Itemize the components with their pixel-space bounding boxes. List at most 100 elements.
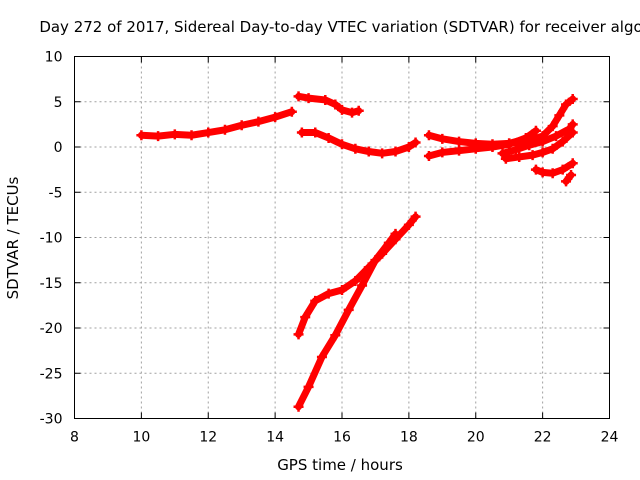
series-arc-12 xyxy=(561,170,577,187)
data-point xyxy=(557,136,568,147)
data-point xyxy=(561,176,572,187)
data-point xyxy=(353,105,364,116)
data-point xyxy=(390,146,401,157)
x-tick-label: 24 xyxy=(601,430,619,446)
y-tick-label: 10 xyxy=(45,50,63,66)
data-point xyxy=(347,107,358,118)
data-point xyxy=(497,148,508,159)
series-arc-10 xyxy=(500,127,578,164)
data-point xyxy=(186,130,197,141)
data-point xyxy=(454,136,465,147)
data-series xyxy=(136,91,578,412)
y-tick-label: -25 xyxy=(40,366,63,382)
data-point xyxy=(253,116,264,127)
series-arc-3 xyxy=(296,127,421,159)
chart-title: Day 272 of 2017, Sidereal Day-to-day VTE… xyxy=(39,18,640,36)
data-point xyxy=(310,127,321,138)
data-point xyxy=(377,148,388,159)
data-point xyxy=(316,351,327,362)
data-point xyxy=(557,164,568,175)
x-tick-label: 20 xyxy=(467,430,485,446)
data-point xyxy=(330,330,341,341)
data-point xyxy=(437,133,448,144)
y-tick-label: 5 xyxy=(54,95,63,111)
x-tick-label: 10 xyxy=(132,430,150,446)
data-point xyxy=(153,131,164,142)
data-point xyxy=(293,329,304,340)
x-tick-label: 12 xyxy=(199,430,217,446)
series-line xyxy=(298,129,420,157)
data-point xyxy=(293,401,304,412)
data-point xyxy=(423,151,434,162)
data-point xyxy=(567,127,578,138)
data-point xyxy=(337,139,347,150)
data-point xyxy=(383,237,394,248)
data-point xyxy=(303,93,314,104)
series-arc-11 xyxy=(530,158,578,179)
data-point xyxy=(300,312,311,323)
data-point xyxy=(527,150,538,161)
data-point xyxy=(487,141,498,152)
y-axis-title: SDTVAR / TECUs xyxy=(4,176,22,299)
data-point xyxy=(454,145,465,156)
x-tick-label: 16 xyxy=(333,430,351,446)
data-point xyxy=(561,99,572,110)
data-point xyxy=(296,127,307,138)
series-arc-5 xyxy=(293,228,401,412)
data-point xyxy=(363,146,374,157)
data-point xyxy=(510,144,521,155)
data-point xyxy=(236,120,247,131)
data-point xyxy=(293,91,304,102)
data-point xyxy=(547,168,558,179)
data-point xyxy=(403,219,414,230)
data-point xyxy=(320,94,331,105)
data-point xyxy=(169,129,180,140)
data-point xyxy=(567,158,578,169)
data-point xyxy=(530,164,541,175)
data-point xyxy=(286,106,297,117)
series-line xyxy=(137,108,296,140)
y-tick-label: -15 xyxy=(40,276,63,292)
data-point xyxy=(323,288,334,299)
data-point xyxy=(500,153,511,164)
y-tick-label: -20 xyxy=(40,321,63,337)
data-point xyxy=(370,255,381,266)
data-point xyxy=(270,112,281,123)
data-point xyxy=(537,167,548,178)
data-point xyxy=(390,228,401,239)
data-point xyxy=(470,140,481,151)
x-tick-label: 14 xyxy=(266,430,284,446)
data-point xyxy=(530,125,541,136)
series-arc-1 xyxy=(136,106,297,142)
data-point xyxy=(303,381,314,392)
y-tick-label: 0 xyxy=(54,140,63,156)
data-point xyxy=(551,131,561,142)
data-point xyxy=(350,275,361,286)
data-point xyxy=(504,138,515,149)
x-axis-title: GPS time / hours xyxy=(277,456,403,474)
y-tick-label: -10 xyxy=(40,231,63,247)
data-point xyxy=(136,130,147,141)
x-tick-label: 18 xyxy=(400,430,418,446)
data-point xyxy=(547,143,558,154)
data-point xyxy=(343,304,354,315)
data-point xyxy=(410,137,421,148)
data-point xyxy=(337,104,347,115)
y-tick-label: -30 xyxy=(40,412,63,428)
data-point xyxy=(547,121,558,132)
x-tick-label: 8 xyxy=(70,430,79,446)
data-point xyxy=(203,127,214,138)
y-tick-label: -5 xyxy=(49,185,63,201)
data-point xyxy=(423,130,434,141)
data-point xyxy=(323,132,334,143)
data-point xyxy=(330,99,341,110)
data-point xyxy=(310,295,321,306)
data-point xyxy=(566,170,577,181)
data-point xyxy=(537,136,548,147)
data-point xyxy=(219,124,230,135)
data-point xyxy=(350,143,361,154)
data-point xyxy=(514,151,525,162)
series-arc-4 xyxy=(293,211,421,340)
series-arc-2 xyxy=(293,91,364,118)
series-line xyxy=(472,95,577,150)
